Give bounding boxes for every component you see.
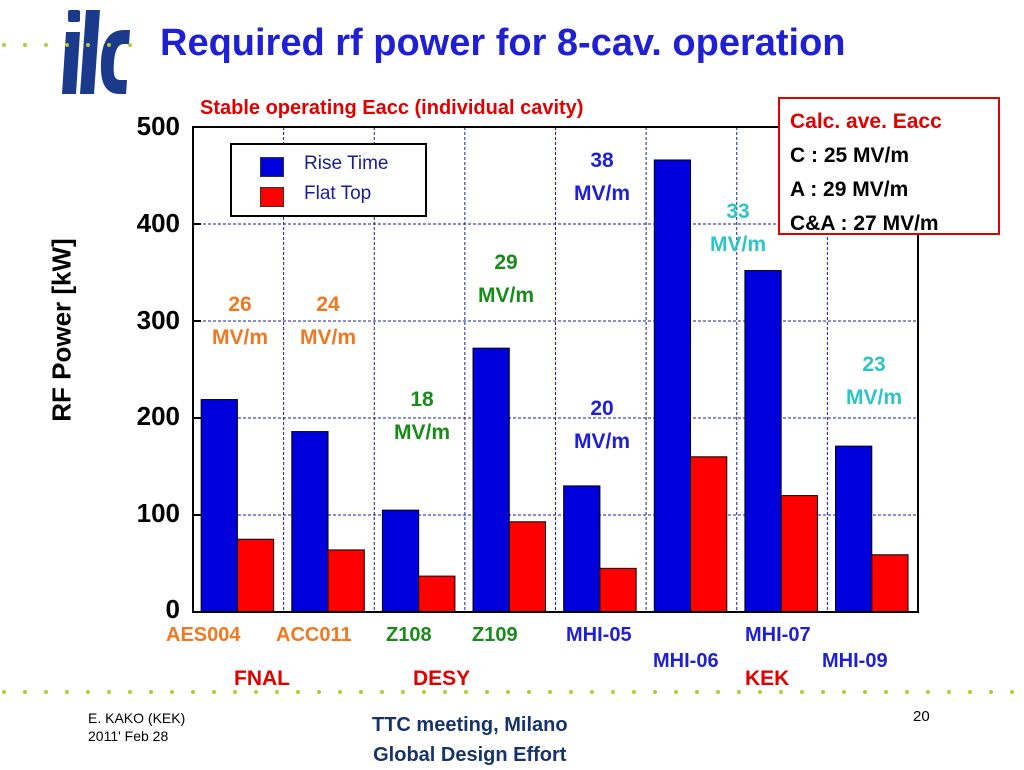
category-label: MHI-05	[566, 624, 632, 646]
y-tick-label: 200	[136, 401, 180, 431]
category-label: AES004	[166, 624, 241, 646]
organization-name: Global Design Effort	[373, 744, 567, 766]
presentation-date: 2011' Feb 28	[88, 728, 169, 744]
bar-flat-top	[780, 495, 818, 613]
bar-flat-top	[327, 549, 365, 613]
category-label: MHI-07	[745, 624, 811, 646]
annotation-value: 38	[590, 149, 614, 172]
annotation-unit: MV/m	[709, 233, 766, 256]
y-tick-label: 0	[165, 594, 180, 624]
legend-swatch-rise	[260, 157, 284, 177]
legend-label-flat: Flat Top	[304, 183, 372, 204]
eacc-annotation: 29 MV/m	[466, 246, 546, 312]
eacc-annotation: 38 MV/m	[562, 144, 642, 210]
meeting-name: TTC meeting, Milano	[372, 714, 568, 736]
eacc-annotation: 23 MV/m	[834, 348, 914, 414]
annotation-value: 20	[590, 397, 614, 420]
y-tick-label: 100	[136, 498, 180, 528]
ilc-logo	[62, 10, 130, 94]
bar-rise-time	[563, 485, 601, 613]
author-name: E. KAKO (KEK)	[88, 710, 186, 726]
category-label: Z109	[472, 624, 518, 646]
footer-center: TTC meeting, Milano Global Design Effort	[372, 710, 568, 770]
eacc-annotation: 33 MV/m	[698, 195, 778, 261]
legend-label-rise: Rise Time	[304, 153, 389, 174]
group-label-desy: DESY	[413, 667, 471, 690]
info-line: C : 25 MV/m	[790, 144, 910, 167]
annotation-unit: MV/m	[211, 326, 268, 349]
group-label-kek: KEK	[745, 667, 790, 690]
bar-flat-top	[418, 575, 456, 613]
category-label: MHI-09	[822, 650, 888, 672]
annotation-value: 24	[316, 293, 340, 316]
bar-rise-time	[835, 445, 873, 613]
y-axis-label: RF Power [kW]	[46, 238, 77, 422]
bar-rise-time	[653, 159, 692, 613]
bar-flat-top	[236, 538, 275, 613]
info-box-title: Calc. ave. Eacc	[790, 110, 942, 133]
group-label-fnal: FNAL	[234, 667, 290, 690]
annotation-unit: MV/m	[299, 326, 356, 349]
average-eacc-box: Calc. ave. Eacc C : 25 MV/m A : 29 MV/m …	[778, 97, 1000, 235]
top-dotted-line	[2, 43, 150, 47]
bar-flat-top	[690, 456, 728, 613]
bar-rise-time	[291, 431, 329, 613]
annotation-value: 23	[862, 353, 886, 376]
bar-flat-top	[508, 521, 547, 613]
bar-rise-time	[200, 399, 238, 613]
annotation-value: 26	[228, 293, 252, 316]
legend-swatch-flat	[260, 187, 284, 207]
bar-flat-top	[871, 554, 909, 613]
eacc-annotation: 18 MV/m	[382, 383, 462, 449]
info-line: C&A : 27 MV/m	[790, 212, 939, 235]
eacc-annotation: 24 MV/m	[288, 288, 368, 354]
category-label: Z108	[386, 624, 432, 646]
annotation-unit: MV/m	[845, 386, 902, 409]
page-number: 20	[913, 708, 930, 725]
bar-rise-time	[381, 509, 420, 613]
category-label: MHI-06	[653, 650, 719, 672]
y-tick-label: 500	[136, 111, 180, 141]
info-line: A : 29 MV/m	[790, 178, 909, 201]
page-title: Required rf power for 8-cav. operation	[160, 22, 846, 64]
annotation-unit: MV/m	[573, 430, 630, 453]
annotation-unit: MV/m	[393, 421, 450, 444]
eacc-annotation: 20 MV/m	[562, 392, 642, 458]
bar-rise-time	[472, 347, 510, 613]
bar-rise-time	[744, 270, 782, 613]
chart-subtitle: Stable operating Eacc (individual cavity…	[200, 97, 584, 119]
category-label: ACC011	[276, 624, 352, 646]
y-tick-label: 400	[136, 208, 180, 238]
bar-flat-top	[599, 567, 637, 613]
y-tick-label: 300	[136, 305, 180, 335]
annotation-unit: MV/m	[477, 284, 534, 307]
eacc-annotation: 26 MV/m	[200, 288, 280, 354]
chart-legend: Rise Time Flat Top	[230, 143, 427, 217]
annotation-unit: MV/m	[573, 182, 630, 205]
annotation-value: 29	[494, 251, 518, 274]
annotation-value: 33	[726, 200, 750, 223]
bottom-dotted-line	[2, 690, 1024, 694]
annotation-value: 18	[410, 388, 434, 411]
footer-author: E. KAKO (KEK) 2011' Feb 28	[88, 709, 185, 745]
